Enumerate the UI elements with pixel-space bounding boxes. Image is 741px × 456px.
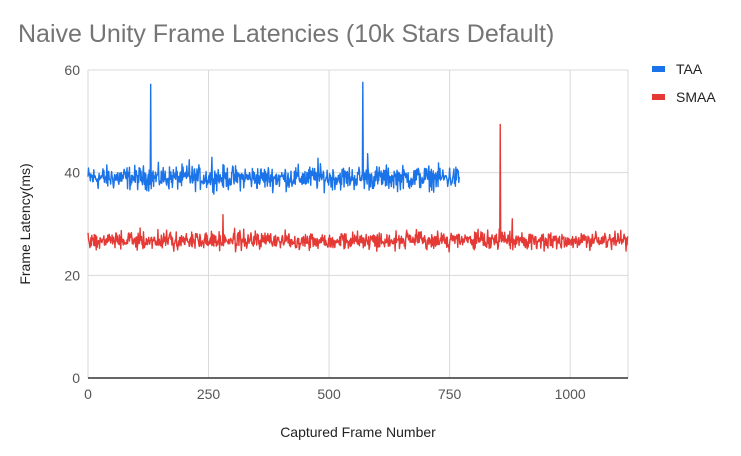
x-tick-label: 0 [84, 386, 92, 402]
legend-swatch-smaa [652, 94, 665, 100]
x-tick-label: 500 [317, 386, 341, 402]
y-tick-label: 0 [72, 370, 80, 386]
legend-swatch-taa [652, 66, 665, 72]
y-tick-label: 40 [64, 165, 80, 181]
legend-label-smaa: SMAA [676, 89, 716, 105]
y-tick-label: 20 [64, 267, 80, 283]
y-tick-label: 60 [64, 62, 80, 78]
gridlines [87, 69, 629, 378]
chart-title: Naive Unity Frame Latencies (10k Stars D… [18, 20, 554, 48]
x-axis-label: Captured Frame Number [280, 424, 436, 440]
y-axis-label: Frame Latency(ms) [17, 163, 33, 284]
legend-label-taa: TAA [676, 61, 703, 77]
legend: TAA SMAA [652, 61, 716, 105]
series-line-smaa [87, 123, 629, 253]
x-tick-label: 750 [438, 386, 462, 402]
series-lines [87, 81, 629, 253]
x-tick-labels: 0 250 500 750 1000 [84, 386, 586, 402]
series-line-taa [87, 81, 460, 195]
x-tick-label: 1000 [555, 386, 586, 402]
x-tick-label: 250 [197, 386, 221, 402]
y-tick-labels: 0 20 40 60 [64, 62, 80, 386]
